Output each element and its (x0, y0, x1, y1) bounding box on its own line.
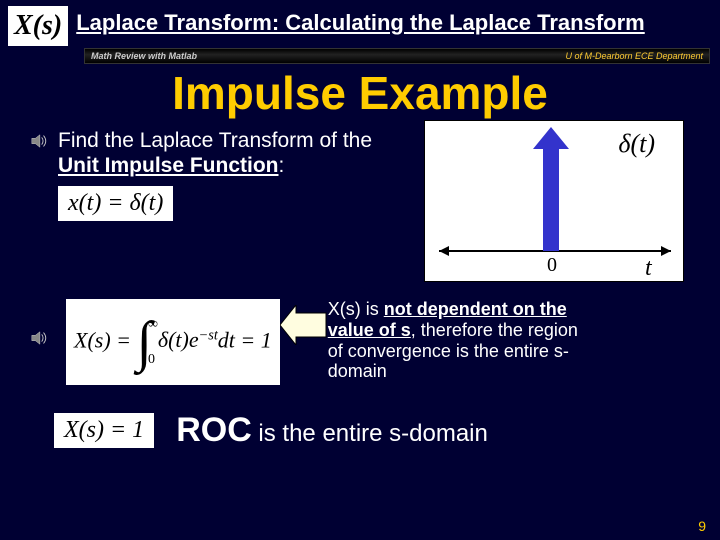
integral-dt: dt = 1 (218, 327, 272, 352)
graph-svg: 0 t (425, 121, 685, 283)
banner: Math Review with Matlab U of M-Dearborn … (84, 48, 710, 64)
prompt-emph: Unit Impulse Function (58, 154, 279, 177)
callout-arrow-icon (280, 305, 328, 345)
integral-upper: ∞ (148, 317, 158, 333)
banner-right-text: U of M-Dearborn ECE Department (565, 51, 703, 61)
header-row: X(s) Laplace Transform: Calculating the … (0, 0, 720, 46)
roc-label: ROC (176, 411, 252, 449)
body-area: Find the Laplace Transform of the Unit I… (0, 120, 720, 450)
graph-t-label: t (645, 255, 653, 281)
page-number: 9 (698, 518, 706, 534)
roc-rest: is the entire s-domain (252, 420, 488, 447)
eq1-lhs: x(t) = (68, 190, 130, 216)
prompt-lead: Find the Laplace Transform of the (58, 129, 372, 152)
note-callout: X(s) is not dependent on the value of s,… (328, 299, 598, 382)
integral-exp: −st (199, 327, 218, 343)
note-p1: X(s) is (328, 299, 384, 319)
equation-result: X(s) = 1 (54, 413, 154, 448)
header-badge: X(s) (8, 6, 68, 46)
graph-zero-label: 0 (547, 254, 557, 276)
banner-left-text: Math Review with Matlab (91, 51, 197, 61)
integral-lower: 0 (148, 352, 155, 368)
speaker-icon (30, 132, 48, 150)
slide-title: Impulse Example (0, 66, 720, 120)
roc-text: ROC is the entire s-domain (176, 411, 488, 450)
row-2: X(s) = ∫∞0δ(t)e−stdt = 1 X(s) is not dep… (30, 299, 690, 385)
equation-1: x(t) = δ(t) (58, 186, 173, 221)
impulse-graph: δ(t) 0 t (424, 120, 684, 282)
integral-delta: δ(t)e (158, 327, 199, 352)
prompt-trail: : (279, 154, 285, 177)
integral-lhs: X(s) = (74, 327, 137, 352)
eq1-rhs: δ(t) (130, 190, 164, 216)
header-title: Laplace Transform: Calculating the Lapla… (76, 6, 645, 36)
row-3: X(s) = 1 ROC is the entire s-domain (54, 411, 690, 450)
prompt-text: Find the Laplace Transform of the Unit I… (58, 128, 398, 178)
equation-integral: X(s) = ∫∞0δ(t)e−stdt = 1 (66, 299, 280, 385)
speaker-icon (30, 329, 48, 347)
